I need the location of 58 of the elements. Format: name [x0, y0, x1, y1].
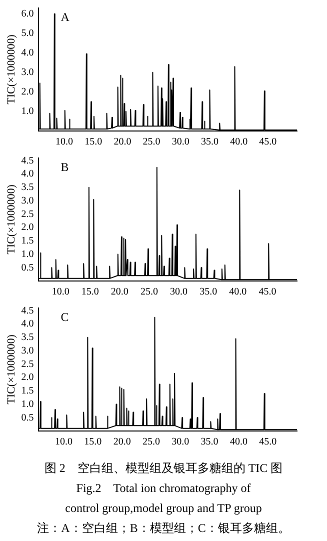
- x-tick-label: 15.0: [84, 136, 102, 148]
- x-tick-label: 30.0: [170, 286, 188, 298]
- x-tick-label: 10.0: [56, 136, 74, 148]
- x-tick-label: 30.0: [172, 436, 190, 448]
- y-tick-label: 4.0: [21, 168, 34, 180]
- y-tick-label: 1.5: [21, 236, 34, 247]
- caption: Fig.2 Total ion chromatography of: [75, 480, 252, 497]
- x-tick-label: 45.0: [259, 436, 277, 448]
- y-tick-label: 4.0: [21, 318, 34, 330]
- y-tick-label: 3.0: [21, 345, 34, 356]
- y-tick-label: 6.0: [21, 8, 34, 20]
- y-axis-title: TIC(×1000000): [5, 34, 18, 104]
- y-tick-label: 4.5: [21, 155, 34, 166]
- chart-title: B: [60, 160, 69, 174]
- x-tick-label: 15.0: [84, 436, 102, 448]
- x-tick-label: 45.0: [259, 136, 277, 148]
- y-axis-title: TIC(×1000000): [5, 184, 18, 254]
- y-tick-label: 0.5: [21, 262, 34, 274]
- y-tick-label: 3.5: [21, 182, 34, 194]
- x-tick-label: 25.0: [142, 436, 160, 448]
- text: 注：A：空白组；B：模型组；C：银耳多糖组。: [36, 520, 291, 537]
- x-tick-label: 40.0: [230, 136, 248, 148]
- y-tick-label: 1.0: [21, 106, 34, 118]
- y-tick-label: 1.0: [21, 248, 34, 260]
- chart-title: C: [60, 310, 69, 324]
- x-tick-label: 45.0: [258, 286, 276, 298]
- x-tick-label: 25.0: [140, 286, 158, 298]
- x-tick-label: 25.0: [142, 136, 160, 148]
- x-tick-label: 10.0: [55, 436, 73, 448]
- text: control group,model group and TP group: [64, 500, 263, 517]
- x-tick-label: 35.0: [200, 436, 218, 448]
- y-tick-label: 1.0: [21, 398, 34, 410]
- y-tick-label: 2.0: [21, 222, 34, 234]
- y-tick-label: 4.0: [21, 48, 34, 59]
- chart-title: A: [60, 10, 70, 24]
- x-tick-label: 30.0: [172, 136, 190, 148]
- x-tick-label: 15.0: [81, 286, 99, 298]
- y-tick-label: 1.5: [21, 386, 34, 397]
- x-tick-label: 10.0: [52, 286, 70, 298]
- x-tick-label: 40.0: [230, 436, 248, 448]
- y-tick-label: 5.0: [21, 28, 34, 40]
- y-tick-label: 4.5: [21, 305, 34, 316]
- y-tick-label: 2.0: [21, 372, 34, 384]
- y-tick-label: 3.5: [21, 332, 34, 344]
- y-axis-title: TIC(×1000000): [5, 334, 18, 404]
- y-tick-label: 3.0: [21, 67, 34, 78]
- x-tick-label: 35.0: [200, 286, 218, 298]
- y-tick-label: 2.0: [21, 86, 34, 98]
- caption: 图 2 空白组、模型组及银耳多糖组的 TIC 图: [43, 460, 284, 477]
- x-tick-label: 40.0: [229, 286, 247, 298]
- x-tick-label: 20.0: [113, 436, 131, 448]
- y-tick-label: 2.5: [21, 208, 34, 220]
- x-tick-label: 35.0: [200, 136, 218, 148]
- y-tick-label: 3.0: [21, 195, 34, 206]
- y-tick-label: 0.5: [21, 412, 34, 424]
- x-tick-label: 20.0: [114, 136, 132, 148]
- y-tick-label: 2.5: [21, 358, 34, 370]
- x-tick-label: 20.0: [110, 286, 128, 298]
